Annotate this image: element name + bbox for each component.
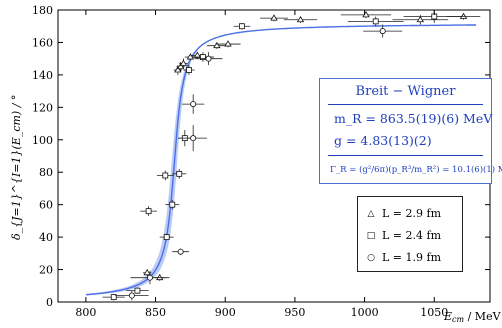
circle-data-point <box>179 125 208 152</box>
y-tick-label: 160 <box>32 36 53 49</box>
square-data-point <box>156 170 174 181</box>
square-marker <box>134 287 141 294</box>
square-marker <box>176 170 183 177</box>
y-tick-label: 20 <box>39 264 53 277</box>
triangle-marker <box>416 15 425 23</box>
fit-coupling-value: g = 4.83(13)(2) <box>334 133 432 148</box>
square-data-point <box>165 199 180 210</box>
triangle-marker <box>362 11 370 18</box>
triangle-marker <box>186 53 195 60</box>
legend-label: L = 2.4 fm <box>382 229 442 242</box>
triangle-data-point <box>340 11 392 19</box>
circle-marker-icon: ○ <box>367 252 375 263</box>
square-marker <box>169 201 176 208</box>
y-tick-label: 100 <box>32 134 53 147</box>
triangle-data-point <box>283 15 318 23</box>
square-marker <box>186 67 192 73</box>
triangle-data-point <box>184 53 196 61</box>
triangle-data-point <box>179 58 188 69</box>
triangle-marker <box>213 41 221 49</box>
circle-data-point <box>115 290 149 301</box>
triangle-marker <box>179 59 188 66</box>
triangle-marker <box>459 12 468 19</box>
triangle-data-point <box>215 40 241 48</box>
x-tick-label: 900 <box>215 306 236 319</box>
y-tick-label: 60 <box>39 199 53 212</box>
fit-title: Breit − Wigner <box>355 84 456 99</box>
square-marker <box>163 234 170 241</box>
triangle-data-point <box>176 61 185 72</box>
fit-divider-top <box>328 104 483 105</box>
fit-error-band <box>85 24 477 296</box>
triangle-marker <box>143 269 151 276</box>
x-tick-label: 1050 <box>420 306 448 319</box>
circle-marker <box>190 101 197 108</box>
fit-width-value: Γ_R = (g²/6π)(p_R³/m_R²) = 10.1(6)(1) Me… <box>330 165 502 175</box>
square-data-point <box>159 233 174 241</box>
x-tick-label: 1000 <box>351 306 379 319</box>
y-tick-label: 140 <box>32 69 53 82</box>
y-tick-label: 180 <box>32 4 53 17</box>
square-data-point <box>183 65 195 75</box>
square-marker <box>239 23 245 30</box>
circle-data-point <box>194 52 223 66</box>
circle-marker <box>190 135 197 142</box>
circle-data-point <box>363 24 403 38</box>
triangle-marker <box>296 15 305 23</box>
square-data-point <box>172 168 187 179</box>
square-data-point <box>102 293 125 301</box>
triangle-data-point <box>207 41 227 49</box>
y-tick-label: 80 <box>39 166 53 179</box>
circle-data-point <box>182 94 205 114</box>
y-axis-title-wrap: δ_{J=1}^{I=1}(E_cm) / ° <box>2 80 28 250</box>
y-tick-label: 40 <box>39 231 53 244</box>
triangle-marker <box>176 63 185 70</box>
triangle-marker-icon: △ <box>367 208 375 219</box>
circle-data-point <box>172 248 189 255</box>
fit-mass-value: m_R = 863.5(19)(6) MeV <box>334 111 493 126</box>
y-tick-label: 0 <box>46 296 53 309</box>
legend-label: L = 2.9 fm <box>382 207 442 220</box>
x-tick-label: 800 <box>75 306 96 319</box>
square-marker <box>200 54 206 60</box>
triangle-marker <box>270 14 278 21</box>
triangle-data-point <box>260 14 288 22</box>
square-marker-icon: □ <box>366 230 376 241</box>
legend: △ L = 2.9 fm □ L = 2.4 fm ○ L = 1.9 fm <box>357 196 463 272</box>
circle-data-point <box>130 271 170 285</box>
circle-marker <box>379 28 386 35</box>
y-tick-label: 120 <box>32 101 53 114</box>
x-tick-label: 950 <box>284 306 305 319</box>
square-data-point <box>233 22 251 30</box>
square-marker <box>372 18 379 25</box>
x-axis-title: Ecm / MeV <box>443 310 502 324</box>
square-data-point <box>347 16 404 27</box>
square-marker <box>145 208 152 215</box>
legend-item-triangle: △ L = 2.9 fm <box>366 207 441 220</box>
y-axis-title: δ_{J=1}^{I=1}(E_cm) / ° <box>10 95 23 240</box>
fit-divider-bottom <box>328 155 483 156</box>
triangle-marker <box>156 273 164 281</box>
circle-marker <box>146 274 153 281</box>
square-data-point <box>140 206 157 217</box>
triangle-marker <box>224 40 232 47</box>
circle-marker <box>205 55 212 62</box>
square-marker <box>162 172 169 179</box>
triangle-marker <box>174 66 182 73</box>
breit-wigner-fit-box: Breit − Wigner m_R = 863.5(19)(6) MeV g … <box>319 78 502 184</box>
circle-marker <box>177 248 184 255</box>
legend-label: L = 1.9 fm <box>382 251 442 264</box>
legend-item-circle: ○ L = 1.9 fm <box>366 251 441 264</box>
square-data-point <box>126 287 149 294</box>
triangle-data-point <box>392 14 449 25</box>
legend-item-square: □ L = 2.4 fm <box>366 229 441 242</box>
x-tick-label: 850 <box>145 306 166 319</box>
fit-band-layer <box>85 24 477 296</box>
circle-marker <box>128 292 135 299</box>
square-marker <box>110 294 117 301</box>
